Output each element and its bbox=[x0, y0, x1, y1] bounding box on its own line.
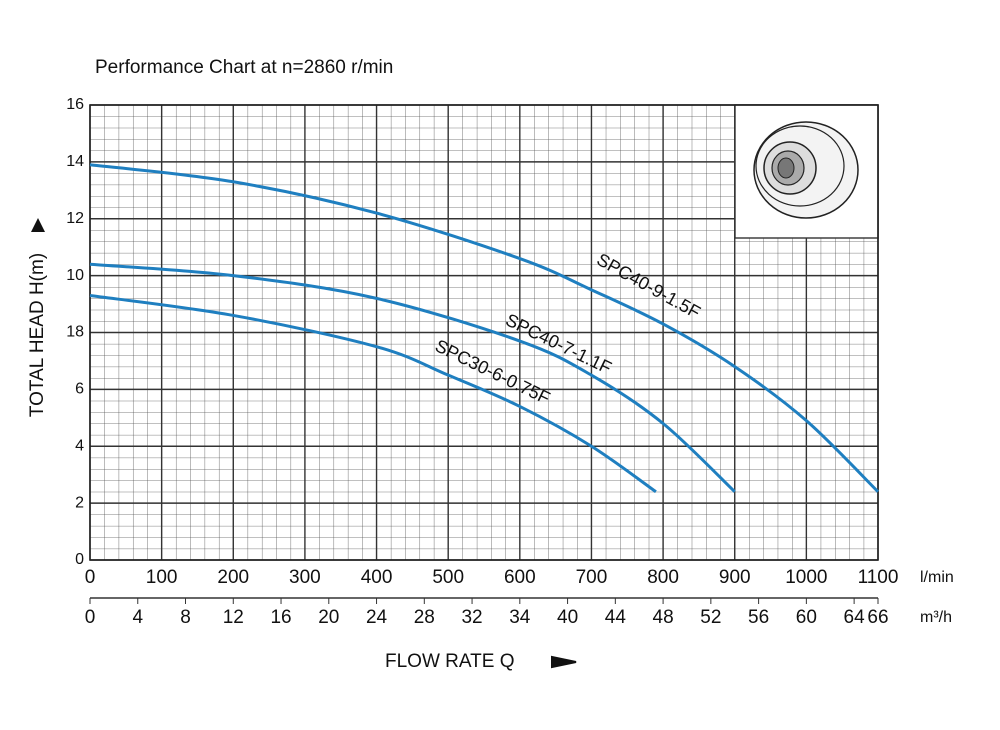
x2-unit: m³/h bbox=[920, 609, 952, 626]
x2-tick-label: 60 bbox=[796, 607, 817, 628]
x2-tick-label: 56 bbox=[748, 607, 769, 628]
y-tick-label: 12 bbox=[66, 210, 84, 227]
curve bbox=[89, 163, 880, 493]
x2-tick-label: 16 bbox=[270, 607, 291, 628]
y-tick-label: 16 bbox=[66, 96, 84, 113]
x-tick-label: 900 bbox=[719, 567, 751, 588]
y-axis-label: TOTAL HEAD H(m) bbox=[27, 253, 48, 417]
x2-tick-label: 66 bbox=[867, 607, 888, 628]
y-tick-label: 10 bbox=[66, 267, 84, 284]
x2-tick-label: 34 bbox=[509, 607, 531, 628]
x-tick-label: 300 bbox=[289, 567, 321, 588]
y-tick-label: 6 bbox=[75, 381, 84, 398]
y-tick-label: 2 bbox=[75, 494, 84, 511]
x2-tick-label: 8 bbox=[180, 607, 191, 628]
plot-frame bbox=[89, 104, 879, 561]
x-tick-label: 700 bbox=[576, 567, 608, 588]
x2-tick-label: 64 bbox=[844, 607, 866, 628]
x2-tick-label: 4 bbox=[132, 607, 143, 628]
x-tick-label: 500 bbox=[432, 567, 464, 588]
x2-tick-label: 20 bbox=[318, 607, 339, 628]
x2-tick-label: 24 bbox=[366, 607, 388, 628]
y-tick-label: 4 bbox=[75, 437, 84, 454]
chart-title: Performance Chart at n=2860 r/min bbox=[95, 57, 393, 78]
x-tick-label: 100 bbox=[146, 567, 178, 588]
x-tick-label: 800 bbox=[647, 567, 679, 588]
x2-tick-label: 0 bbox=[85, 607, 96, 628]
y-tick-label: 18 bbox=[66, 324, 84, 341]
x-tick-label: 0 bbox=[85, 567, 96, 588]
x2-tick-label: 44 bbox=[605, 607, 627, 628]
y-tick-label: 14 bbox=[66, 153, 84, 170]
x-tick-label: 1100 bbox=[858, 567, 899, 588]
pump-image bbox=[734, 104, 879, 239]
x-tick-label: 600 bbox=[504, 567, 536, 588]
x-tick-label: 1000 bbox=[785, 567, 827, 588]
x-arrow bbox=[551, 655, 577, 669]
x2-tick-label: 12 bbox=[223, 607, 244, 628]
x2-tick-label: 28 bbox=[414, 607, 435, 628]
x-axis-label: FLOW RATE Q bbox=[385, 651, 514, 672]
x2-tick-label: 40 bbox=[557, 607, 578, 628]
curve bbox=[89, 262, 736, 493]
x2-tick-label: 32 bbox=[461, 607, 482, 628]
y-arrow bbox=[31, 218, 45, 232]
curve bbox=[89, 294, 657, 493]
x-tick-label: 400 bbox=[361, 567, 393, 588]
x-unit: l/min bbox=[920, 569, 954, 586]
x2-tick-label: 48 bbox=[653, 607, 674, 628]
y-tick-label: 0 bbox=[75, 551, 84, 568]
x-tick-label: 200 bbox=[217, 567, 249, 588]
x2-tick-label: 52 bbox=[700, 607, 721, 628]
